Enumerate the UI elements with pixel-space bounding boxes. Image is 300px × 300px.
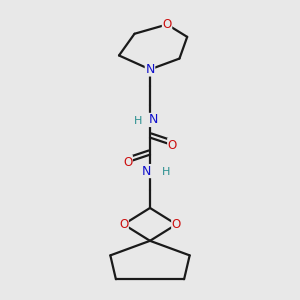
Text: H: H <box>134 116 142 126</box>
Text: O: O <box>168 139 177 152</box>
Text: N: N <box>142 165 152 178</box>
Text: N: N <box>145 63 155 76</box>
Text: O: O <box>119 218 128 231</box>
Text: N: N <box>148 113 158 126</box>
Text: O: O <box>162 18 172 31</box>
Text: H: H <box>162 167 170 177</box>
Text: O: O <box>172 218 181 231</box>
Text: O: O <box>123 156 132 169</box>
